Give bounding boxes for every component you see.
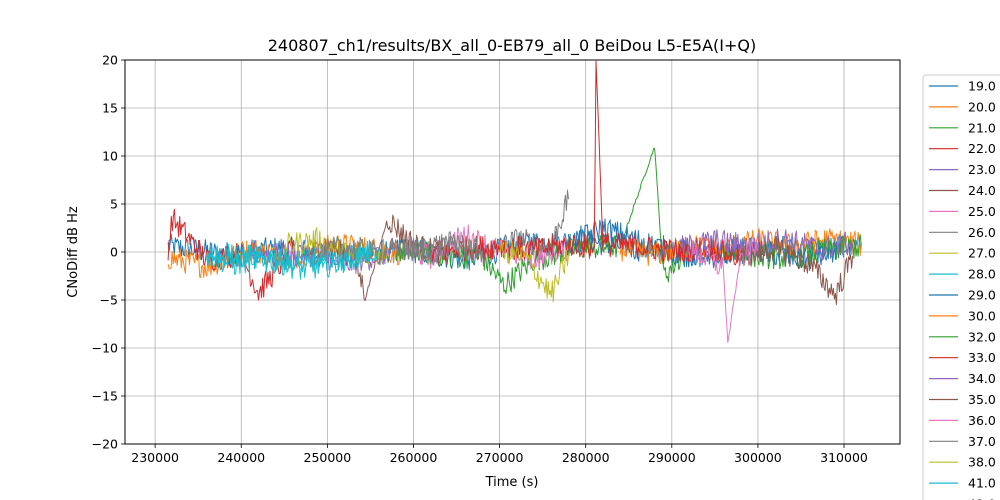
legend-label: 37.0 bbox=[968, 434, 996, 449]
legend-label: 23.0 bbox=[968, 162, 996, 177]
series-line-22-0 bbox=[167, 208, 294, 301]
legend-label: 26.0 bbox=[968, 225, 996, 240]
y-axis-ticks: −20 −15 −10 −5 0 5 10 15 20 bbox=[92, 53, 125, 452]
series-line-36-0 bbox=[688, 238, 759, 343]
series-line-38-0 bbox=[499, 238, 569, 303]
y-tick-label: 15 bbox=[102, 101, 118, 116]
x-tick-label: 230000 bbox=[131, 450, 179, 465]
x-tick-label: 260000 bbox=[390, 450, 438, 465]
x-axis-label: Time (s) bbox=[485, 475, 539, 490]
chart-title: 240807_ch1/results/BX_all_0-EB79_all_0 B… bbox=[268, 36, 756, 56]
series-layer bbox=[167, 60, 862, 343]
x-tick-label: 280000 bbox=[562, 450, 610, 465]
legend-label: 38.0 bbox=[968, 455, 996, 470]
y-tick-label: −5 bbox=[100, 293, 118, 308]
x-tick-label: 300000 bbox=[734, 450, 782, 465]
x-tick-label: 290000 bbox=[648, 450, 696, 465]
y-tick-label: −10 bbox=[92, 341, 118, 356]
legend-label: 29.0 bbox=[968, 288, 996, 303]
series-line-28-0 bbox=[206, 239, 371, 280]
y-tick-label: −20 bbox=[92, 437, 118, 452]
legend-label: 24.0 bbox=[968, 183, 996, 198]
x-tick-label: 270000 bbox=[476, 450, 524, 465]
x-tick-label: 310000 bbox=[820, 450, 868, 465]
y-tick-label: 5 bbox=[110, 197, 118, 212]
series-line-41-0 bbox=[206, 241, 380, 274]
y-axis-label: CNoDiff dB Hz bbox=[66, 206, 81, 298]
legend-label: 33.0 bbox=[968, 350, 996, 365]
legend-label: 41.0 bbox=[968, 476, 996, 491]
x-axis-ticks: 230000 240000 250000 260000 270000 280000 2900… bbox=[131, 444, 868, 465]
legend-label: 36.0 bbox=[968, 413, 996, 428]
legend-label: 34.0 bbox=[968, 371, 996, 386]
legend-label: 32.0 bbox=[968, 329, 996, 344]
legend-label: 25.0 bbox=[968, 204, 996, 219]
y-tick-label: 20 bbox=[102, 53, 118, 68]
legend-label: 28.0 bbox=[968, 267, 996, 282]
legend-label-partial: 42.0 bbox=[968, 497, 996, 500]
legend-label: 19.0 bbox=[968, 79, 996, 94]
y-tick-label: 0 bbox=[110, 245, 118, 260]
x-tick-label: 240000 bbox=[217, 450, 265, 465]
legend-label: 21.0 bbox=[968, 120, 996, 135]
y-tick-label: 10 bbox=[102, 149, 118, 164]
series-line-35-0 bbox=[740, 237, 854, 306]
legend-label: 22.0 bbox=[968, 141, 996, 156]
legend-label: 20.0 bbox=[968, 99, 996, 114]
series-line-33-0 bbox=[430, 60, 742, 267]
legend-label: 27.0 bbox=[968, 246, 996, 261]
legend-label: 35.0 bbox=[968, 392, 996, 407]
y-tick-label: −15 bbox=[92, 389, 118, 404]
series-line-37-0 bbox=[309, 231, 483, 268]
legend-frame bbox=[922, 74, 1000, 500]
legend: 19.0 20.0 21.0 22.0 23.0 24.0 25.0 26.0 27.0 28.0… bbox=[922, 74, 1000, 500]
legend-label: 30.0 bbox=[968, 308, 996, 323]
x-tick-label: 250000 bbox=[304, 450, 352, 465]
